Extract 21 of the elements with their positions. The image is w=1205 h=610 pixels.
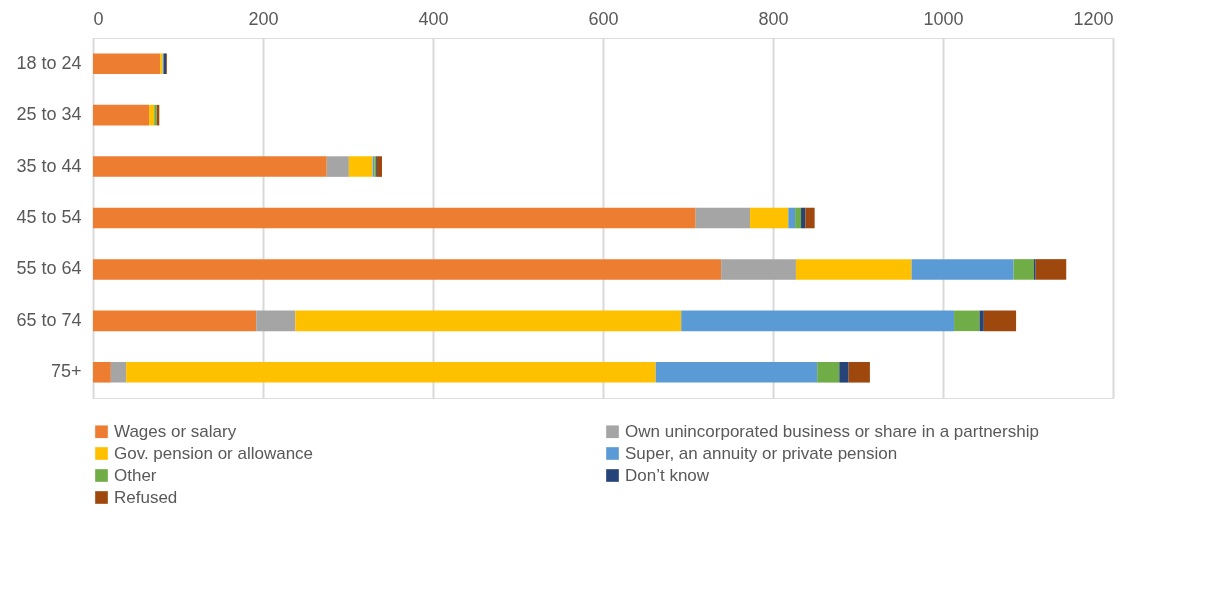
legend-label: Super, an annuity or private pension [625,443,898,463]
x-tick-label: 200 [248,8,279,29]
x-tick-label: 0 [93,8,104,29]
legend-label: Other [114,465,157,485]
legend-label: Wages or salary [114,421,237,441]
y-tick-label: 55 to 64 [16,258,82,279]
y-tick-label: 35 to 44 [16,155,82,176]
x-tick-label: 600 [588,8,619,29]
legend-label: Refused [114,487,178,507]
legend-label: Own unincorporated business or share in a partnership [625,421,1039,441]
y-tick-label: 18 to 24 [16,52,82,73]
y-tick-label: 45 to 54 [16,207,82,227]
y-tick-label: 65 to 74 [16,309,82,330]
x-tick-label: 1200 [1073,8,1114,29]
x-tick-label: 400 [418,8,449,29]
x-tick-label: 800 [758,8,789,29]
y-tick-label: 25 to 34 [16,104,82,125]
x-tick-label: 1000 [923,8,964,29]
legend-label: Don’t know [625,465,710,485]
legend-label: Gov. pension or allowance [114,443,314,463]
y-tick-label: 75+ [50,361,82,382]
